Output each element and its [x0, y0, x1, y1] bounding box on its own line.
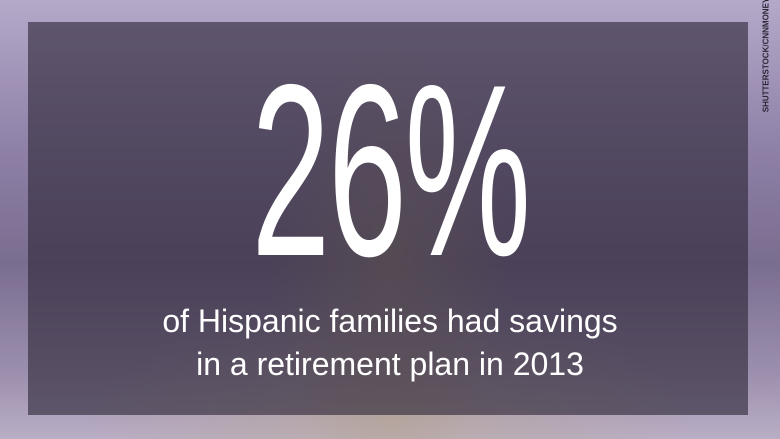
headline-figure: 26%: [251, 33, 531, 307]
photo-credit: SHUTTERSTOCK/CNNMONEY: [761, 0, 771, 113]
overlay-panel: [28, 22, 748, 415]
caption-line: in a retirement plan in 2013: [196, 346, 584, 382]
caption-line: of Hispanic families had savings: [162, 303, 618, 339]
